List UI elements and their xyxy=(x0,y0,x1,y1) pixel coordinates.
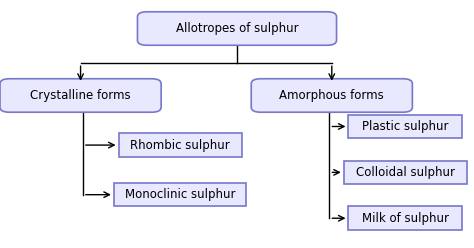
Text: Crystalline forms: Crystalline forms xyxy=(30,89,131,102)
Text: Rhombic sulphur: Rhombic sulphur xyxy=(130,139,230,152)
FancyBboxPatch shape xyxy=(118,133,242,157)
Text: Amorphous forms: Amorphous forms xyxy=(280,89,384,102)
FancyBboxPatch shape xyxy=(114,183,246,206)
Text: Allotropes of sulphur: Allotropes of sulphur xyxy=(176,22,298,35)
FancyBboxPatch shape xyxy=(348,206,462,230)
FancyBboxPatch shape xyxy=(251,79,412,112)
Text: Plastic sulphur: Plastic sulphur xyxy=(362,120,448,133)
FancyBboxPatch shape xyxy=(344,161,467,184)
FancyBboxPatch shape xyxy=(137,12,337,45)
FancyBboxPatch shape xyxy=(348,115,462,138)
Text: Milk of sulphur: Milk of sulphur xyxy=(362,212,449,225)
Text: Monoclinic sulphur: Monoclinic sulphur xyxy=(125,188,236,201)
Text: Colloidal sulphur: Colloidal sulphur xyxy=(356,166,455,179)
FancyBboxPatch shape xyxy=(0,79,161,112)
